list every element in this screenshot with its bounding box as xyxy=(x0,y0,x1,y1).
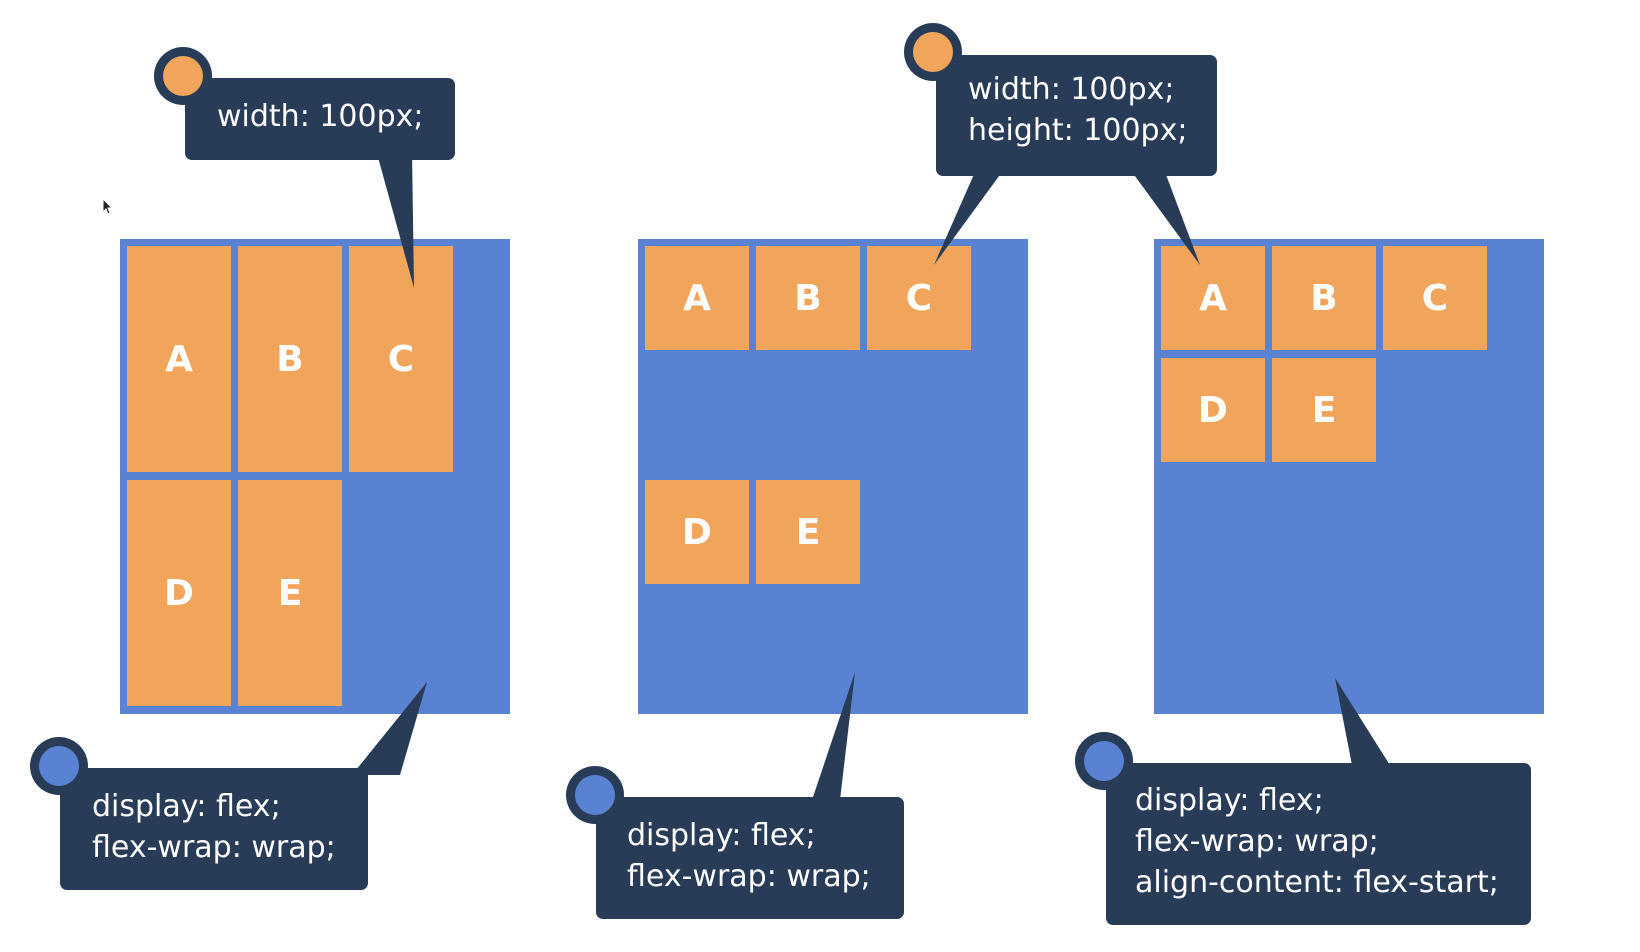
flex-item-c: C xyxy=(1383,246,1487,350)
flex-container-2: A B C D E xyxy=(638,239,1028,714)
css-line-flex-wrap: flex-wrap: wrap; xyxy=(1135,821,1531,862)
flex-item-d: D xyxy=(127,480,231,706)
container-css-callout-2: display: flex; flex-wrap: wrap; xyxy=(596,797,904,919)
blue-dot-icon xyxy=(566,766,624,824)
blue-dot-icon xyxy=(1075,732,1133,790)
flex-item-a: A xyxy=(127,246,231,472)
item-css-callout-shared: width: 100px; height: 100px; xyxy=(936,55,1217,176)
css-line-height: height: 100px; xyxy=(968,110,1217,151)
flex-item-c: C xyxy=(349,246,453,472)
item-css-callout-1: width: 100px; xyxy=(185,78,455,160)
orange-dot-icon xyxy=(154,47,212,105)
flex-item-b: B xyxy=(756,246,860,350)
flex-item-c: C xyxy=(867,246,971,350)
flex-item-e: E xyxy=(756,480,860,584)
mouse-cursor-icon xyxy=(102,198,114,216)
flex-item-b: B xyxy=(1272,246,1376,350)
orange-dot-icon xyxy=(904,23,962,81)
flex-container-1: A B C D E xyxy=(120,239,510,714)
css-line-display: display: flex; xyxy=(627,815,904,856)
css-line-flex-wrap: flex-wrap: wrap; xyxy=(92,827,368,868)
flex-item-e: E xyxy=(238,480,342,706)
flex-item-b: B xyxy=(238,246,342,472)
css-line-flex-wrap: flex-wrap: wrap; xyxy=(627,856,904,897)
css-line-width: width: 100px; xyxy=(968,69,1217,110)
flex-item-d: D xyxy=(645,480,749,584)
css-line-align-content: align-content: flex-start; xyxy=(1135,862,1531,903)
blue-dot-icon xyxy=(30,737,88,795)
css-line-width: width: 100px; xyxy=(217,96,455,137)
flex-item-d: D xyxy=(1161,358,1265,462)
flex-item-a: A xyxy=(1161,246,1265,350)
css-line-display: display: flex; xyxy=(1135,780,1531,821)
container-css-callout-1: display: flex; flex-wrap: wrap; xyxy=(60,768,368,890)
flex-item-a: A xyxy=(645,246,749,350)
flex-container-3: A B C D E xyxy=(1154,239,1544,714)
flex-item-e: E xyxy=(1272,358,1376,462)
css-line-display: display: flex; xyxy=(92,786,368,827)
container-css-callout-3: display: flex; flex-wrap: wrap; align-co… xyxy=(1106,763,1531,925)
